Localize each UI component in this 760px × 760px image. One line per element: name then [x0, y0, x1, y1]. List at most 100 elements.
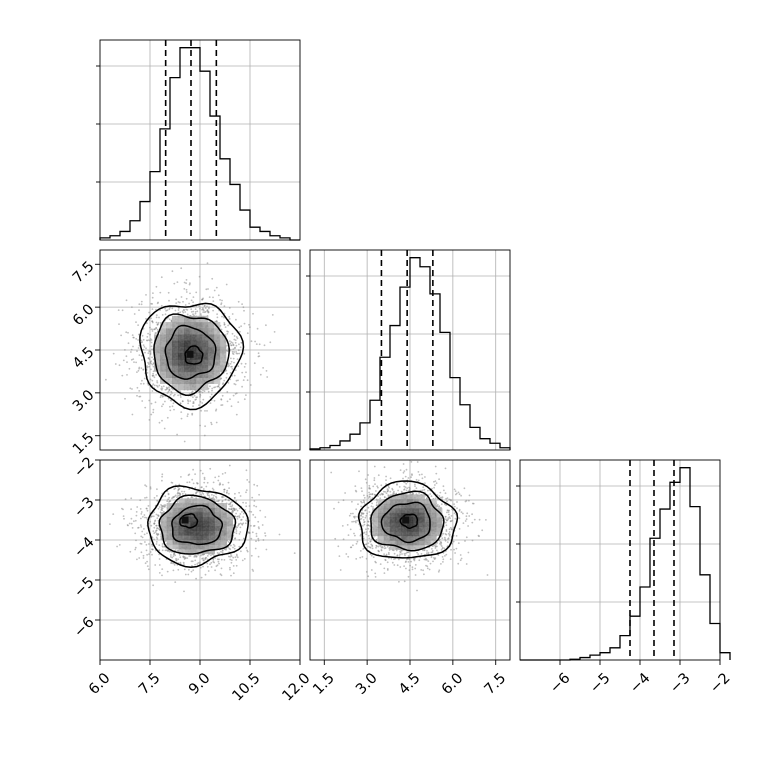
- scatter-point: [233, 497, 236, 499]
- scatter-point: [194, 559, 197, 562]
- scatter-point: [206, 555, 209, 557]
- scatter-point: [161, 507, 164, 510]
- scatter-point: [134, 548, 137, 551]
- scatter-point: [200, 554, 203, 557]
- scatter-point: [278, 533, 281, 536]
- scatter-point: [168, 389, 171, 391]
- scatter-point: [159, 291, 162, 294]
- scatter-point: [446, 541, 449, 543]
- scatter-point: [252, 312, 254, 315]
- scatter-point: [146, 560, 149, 563]
- scatter-point: [221, 473, 224, 475]
- scatter-point: [154, 564, 157, 566]
- scatter-point: [448, 534, 451, 537]
- scatter-point: [439, 491, 442, 494]
- scatter-point: [217, 560, 220, 563]
- scatter-point: [238, 343, 240, 346]
- scatter-point: [126, 361, 128, 363]
- scatter-point: [225, 498, 227, 501]
- scatter-point: [377, 486, 379, 489]
- density-cell: [172, 352, 179, 360]
- scatter-point: [367, 575, 370, 578]
- scatter-point: [143, 514, 146, 516]
- scatter-point: [221, 404, 224, 406]
- scatter-point: [245, 547, 248, 549]
- density-cell: [166, 346, 173, 354]
- scatter-point: [149, 378, 152, 381]
- scatter-point: [161, 505, 164, 508]
- scatter-point: [182, 300, 184, 303]
- scatter-point: [135, 361, 138, 364]
- density-cell: [154, 359, 161, 366]
- scatter-point: [196, 563, 199, 565]
- density-cell: [220, 544, 227, 550]
- density-cell: [202, 377, 209, 384]
- scatter-point: [233, 361, 235, 364]
- scatter-point: [223, 379, 226, 382]
- scatter-point: [414, 567, 417, 570]
- scatter-point: [438, 569, 441, 572]
- density-cell: [172, 526, 179, 531]
- scatter-point: [175, 557, 178, 560]
- scatter-point: [156, 495, 158, 497]
- density-cell: [190, 503, 197, 508]
- scatter-point: [257, 355, 260, 358]
- scatter-point: [429, 562, 432, 565]
- scatter-point: [239, 526, 242, 529]
- scatter-point: [199, 396, 202, 398]
- density-cell: [220, 512, 227, 518]
- scatter-point: [157, 533, 160, 536]
- scatter-point: [468, 515, 471, 517]
- scatter-point: [172, 555, 175, 557]
- scatter-point: [182, 561, 185, 564]
- density-cell: [202, 503, 209, 508]
- density-cell: [190, 498, 197, 504]
- density-cell: [160, 521, 167, 527]
- density-cell: [166, 322, 173, 329]
- scatter-point: [232, 565, 235, 567]
- scatter-point: [130, 497, 133, 500]
- scatter-point: [209, 402, 212, 404]
- scatter-point: [135, 514, 138, 517]
- scatter-point: [160, 394, 162, 397]
- scatter-point: [216, 500, 219, 503]
- scatter-point: [139, 542, 142, 545]
- scatter-point: [236, 556, 239, 559]
- scatter-point: [330, 471, 333, 474]
- scatter-point: [213, 399, 216, 402]
- scatter-point: [208, 307, 210, 310]
- density-cell: [190, 507, 197, 513]
- density-cell: [166, 328, 173, 335]
- scatter-point: [134, 519, 137, 522]
- scatter-point: [220, 567, 223, 570]
- scatter-point: [160, 276, 163, 279]
- scatter-point: [168, 308, 171, 311]
- scatter-point: [227, 365, 230, 368]
- scatter-point: [155, 529, 158, 532]
- scatter-point: [198, 404, 200, 406]
- scatter-point: [449, 558, 452, 560]
- scatter-point: [236, 509, 239, 512]
- scatter-point: [255, 505, 258, 508]
- density-cell: [160, 334, 167, 341]
- scatter-point: [186, 309, 189, 311]
- density-cell: [220, 530, 227, 536]
- scatter-point: [437, 554, 440, 556]
- scatter-point: [353, 532, 355, 535]
- density-cell: [178, 359, 185, 366]
- scatter-point: [140, 513, 143, 515]
- scatter-point: [188, 488, 191, 490]
- scatter-point: [234, 556, 237, 559]
- scatter-point: [183, 563, 185, 565]
- scatter-point: [347, 555, 350, 558]
- scatter-point: [148, 419, 151, 421]
- scatter-point: [151, 545, 154, 547]
- scatter-point: [146, 553, 149, 556]
- density-cell: [166, 539, 173, 545]
- scatter-point: [194, 312, 197, 315]
- density-cell: [208, 322, 215, 329]
- scatter-point: [172, 562, 175, 565]
- scatter-point: [148, 358, 151, 361]
- density-cell: [202, 365, 209, 372]
- scatter-point: [414, 564, 417, 566]
